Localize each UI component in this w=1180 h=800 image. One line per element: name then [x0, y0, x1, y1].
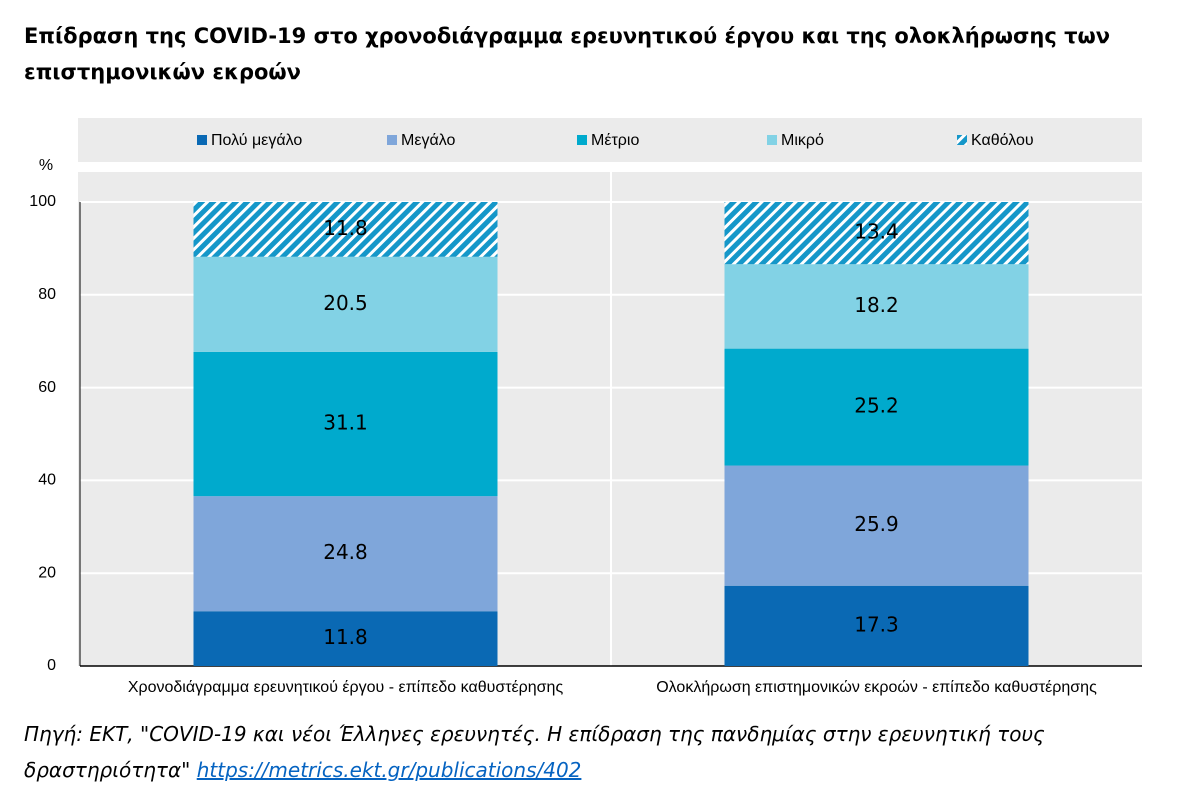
data-label: 25.9	[854, 512, 899, 536]
chart: % 0 20 40 60 80 100 Πολύ μεγάλο Μεγάλο Μέτριο Μικ…	[29, 118, 1142, 696]
y-tick-label: 100	[29, 193, 56, 210]
legend-marker	[957, 135, 967, 145]
legend-marker	[197, 135, 207, 145]
y-axis-label: %	[39, 157, 53, 174]
data-label: 20.5	[323, 291, 368, 315]
legend-marker	[767, 135, 777, 145]
data-label: 24.8	[323, 540, 368, 564]
legend-marker	[577, 135, 587, 145]
chart-title: Επίδραση της COVID-19 στο χρονοδιάγραμμα…	[24, 24, 1111, 84]
bar-segment	[193, 496, 498, 612]
source-note: Πηγή: ΕΚΤ, "COVID-19 και νέοι Έλληνες ερ…	[24, 716, 1154, 788]
data-label: 11.8	[323, 216, 368, 240]
x-tick-label: Ολοκλήρωση επιστημονικών εκροών - επίπεδ…	[656, 679, 1097, 696]
bar-segment	[724, 264, 1029, 349]
bar-segment	[193, 351, 498, 497]
y-tick-label: 40	[38, 472, 56, 489]
data-label: 25.2	[854, 394, 899, 418]
legend-label: Καθόλου	[971, 132, 1034, 149]
bar-segment	[193, 611, 498, 666]
data-label: 31.1	[323, 411, 368, 435]
legend-label: Πολύ μεγάλο	[211, 132, 302, 149]
bar-segment	[724, 465, 1029, 586]
legend-marker	[387, 135, 397, 145]
y-tick-label: 80	[38, 286, 56, 303]
data-label: 18.2	[854, 293, 899, 317]
data-label: 13.4	[854, 220, 899, 244]
bar-segment	[724, 202, 1029, 265]
legend-label: Μεγάλο	[401, 132, 455, 149]
y-tick-label: 0	[47, 657, 56, 674]
bar-segment	[724, 585, 1029, 666]
y-tick-label: 60	[38, 379, 56, 396]
x-tick-label: Χρονοδιάγραμμα ερευνητικού έργου - επίπε…	[128, 679, 564, 696]
data-label: 17.3	[854, 612, 899, 636]
y-tick-label: 20	[38, 564, 56, 581]
data-label: 11.8	[323, 625, 368, 649]
legend-label: Μέτριο	[591, 132, 639, 149]
legend-label: Μικρό	[781, 132, 824, 149]
bar-segment	[193, 202, 498, 257]
source-text: Πηγή: ΕΚΤ, "COVID-19 και νέοι Έλληνες ερ…	[24, 722, 1045, 782]
bar-segment	[193, 256, 498, 352]
bar-segment	[724, 348, 1029, 466]
source-link[interactable]: https://metrics.ekt.gr/publications/402	[196, 758, 582, 782]
